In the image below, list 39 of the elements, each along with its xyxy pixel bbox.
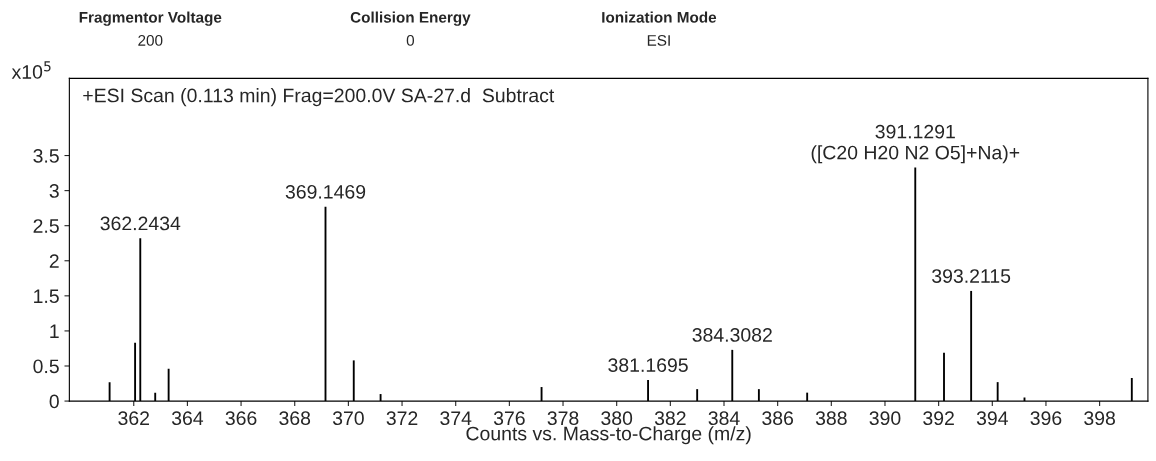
x-tick-label: 372 — [386, 411, 418, 426]
x-tick-label: 396 — [1030, 411, 1062, 426]
y-tick-label: 0.5 — [33, 359, 59, 374]
y-tick-label: 1 — [50, 324, 59, 338]
annotation: 384.3082 — [692, 328, 772, 342]
x-tick-label: 370 — [332, 411, 364, 426]
y-tick-label: 2.5 — [33, 219, 59, 233]
x-tick-label: 362 — [118, 411, 149, 426]
text: Ionization Mode ESI — [602, 11, 717, 46]
x-tick-label: 382 — [654, 411, 686, 426]
y-tick-label: 3.5 — [33, 149, 59, 163]
x-tick-label: 386 — [762, 411, 794, 426]
annotation: 391.1291 ([C20 H20 N2 O5]+Na)+ — [811, 124, 1020, 164]
y-tick-label: 1.5 — [34, 289, 59, 304]
annotation: 393.2115 — [932, 269, 1011, 283]
x-axis-title: Counts vs. Mass-to-Charge (m/z) — [466, 426, 751, 445]
x-tick-label: 366 — [225, 411, 257, 426]
text: Fragmentor Voltage 200 — [79, 11, 222, 46]
x-tick-label: 392 — [923, 411, 954, 426]
x-tick-label: 390 — [869, 411, 901, 426]
annotation: 381.1695 — [608, 358, 688, 373]
x-tick-label: 394 — [976, 411, 1008, 426]
x-tick-label: 368 — [279, 411, 311, 426]
y-tick-label: 0 — [49, 394, 59, 409]
x-tick-label: 388 — [815, 411, 847, 426]
x-tick-label: 374 — [440, 411, 472, 426]
x-tick-label: 384 — [708, 411, 740, 426]
text: Collision Energy 0 — [350, 11, 471, 46]
chart-title: +ESI Scan (0.113 min) Frag=200.0V SA-27.d Subtract — [83, 88, 555, 107]
x-tick-label: 398 — [1084, 411, 1115, 426]
x-tick-label: 380 — [601, 411, 633, 426]
y-axis-title: x10$^{5}$ — [11, 61, 51, 79]
x-tick-label: 364 — [171, 411, 204, 426]
annotation: 369.1469 — [285, 184, 366, 199]
x-tick-label: 376 — [493, 411, 525, 426]
annotation: 362.2434 — [100, 216, 181, 231]
y-tick-label: 3 — [49, 184, 59, 198]
x-tick-label: 378 — [547, 411, 579, 426]
y-tick-label: 2 — [49, 254, 59, 268]
